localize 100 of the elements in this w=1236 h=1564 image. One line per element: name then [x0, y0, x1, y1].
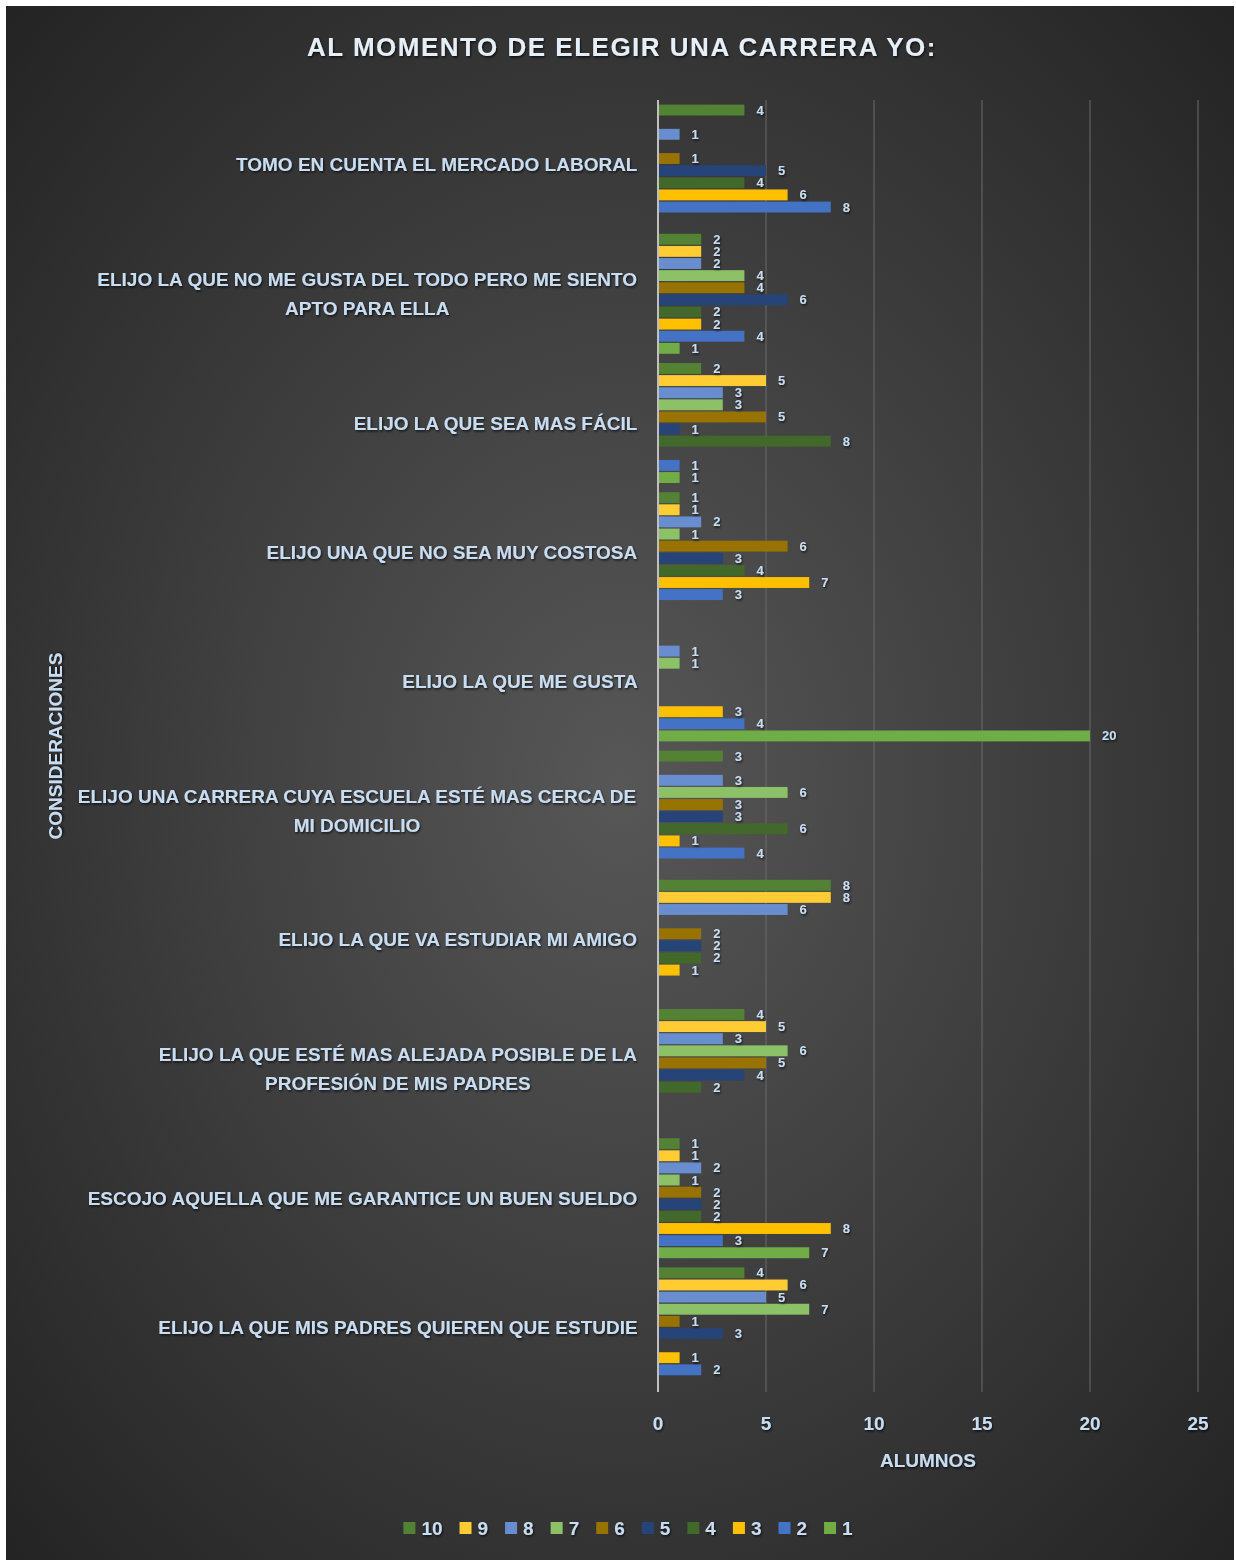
bar [658, 774, 723, 786]
bar [658, 165, 766, 177]
y-tick-label: ESCOJO AQUELLA QUE ME GARANTICE UN BUEN SUELDO [87, 1187, 638, 1209]
bar [658, 786, 788, 798]
data-label: 7 [821, 1245, 829, 1261]
x-tick-label: 5 [760, 1412, 772, 1434]
bar [658, 282, 745, 294]
legend-label: 1 [842, 1517, 854, 1539]
data-label: 4 [756, 175, 765, 191]
data-label: 1 [691, 1313, 699, 1329]
bar [658, 1009, 745, 1020]
y-tick-label: ELIJO LA QUE MIS PADRES QUIEREN QUE ESTUDIE [158, 1316, 638, 1338]
legend-label: 3 [750, 1517, 762, 1539]
data-label: 4 [756, 1006, 765, 1022]
x-tick-label: 25 [1187, 1412, 1209, 1434]
bar [658, 904, 788, 915]
data-label: 1 [691, 1172, 699, 1188]
bar [658, 201, 831, 213]
data-label: 3 [734, 1325, 743, 1341]
data-label: 5 [778, 1055, 786, 1071]
bar [658, 189, 788, 201]
data-label: 20 [1102, 728, 1117, 744]
bar [658, 964, 680, 976]
y-tick-label: ELIJO LA QUE SEA MAS FÁCIL [353, 412, 638, 434]
bar [658, 706, 723, 718]
legend-label: 4 [705, 1517, 717, 1539]
data-label: 6 [799, 1043, 807, 1059]
bar [658, 330, 745, 342]
bar [658, 1045, 788, 1057]
data-label: 6 [799, 821, 807, 837]
bar [658, 823, 788, 835]
bar [658, 589, 723, 601]
bar [658, 1150, 680, 1162]
data-label: 4 [756, 716, 765, 732]
legend-label: 9 [477, 1517, 489, 1539]
data-label: 1 [691, 457, 699, 473]
x-tick-label: 20 [1079, 1412, 1101, 1434]
bar [658, 1057, 766, 1069]
legend-label: 10 [421, 1517, 443, 1539]
data-label: 8 [842, 433, 851, 449]
bar [658, 1315, 680, 1327]
data-label: 3 [734, 772, 743, 788]
data-label: 6 [799, 187, 807, 203]
bar [658, 552, 723, 564]
y-tick-label: ELIJO LA QUE ME GUSTA [402, 670, 638, 692]
bar [658, 375, 766, 387]
bar [658, 387, 723, 399]
data-label: 6 [799, 292, 807, 308]
data-label: 4 [756, 1265, 765, 1281]
bar [658, 258, 702, 269]
data-label: 3 [734, 587, 743, 603]
bar [658, 399, 723, 411]
y-tick-label: TOMO EN CUENTA EL MERCADO LABORAL [236, 154, 638, 176]
bar [658, 835, 680, 847]
data-label: 2 [713, 514, 721, 530]
bar [658, 472, 680, 483]
x-tick-label: 10 [863, 1412, 885, 1434]
data-label: 2 [713, 256, 721, 271]
bar [658, 1267, 745, 1279]
y-tick-label: ELIJO UNA QUE NO SEA MUY COSTOSA [266, 541, 638, 563]
data-label: 1 [691, 526, 699, 542]
bar [658, 233, 702, 245]
bar [658, 1021, 766, 1033]
data-label: 3 [734, 1031, 743, 1047]
bar [658, 1210, 702, 1222]
data-label: 1 [691, 962, 699, 978]
x-tick-label: 0 [652, 1412, 664, 1434]
bar [658, 1291, 766, 1303]
data-label: 3 [734, 704, 743, 720]
bar [658, 799, 723, 810]
bar [658, 1081, 702, 1093]
legend-label: 6 [614, 1517, 625, 1539]
bar [658, 128, 680, 140]
data-label: 6 [799, 784, 807, 800]
bar [658, 657, 680, 669]
data-label: 5 [778, 373, 786, 389]
data-label: 2 [713, 360, 721, 376]
bar [658, 294, 788, 306]
data-label: 6 [799, 538, 807, 554]
bar [658, 1069, 745, 1081]
bar [658, 891, 831, 903]
data-label: 5 [778, 1289, 786, 1305]
bar [658, 879, 831, 891]
data-label: 3 [734, 550, 743, 566]
data-label: 1 [691, 340, 699, 356]
data-label: 1 [691, 470, 699, 486]
data-label: 8 [842, 1221, 851, 1236]
bar [658, 516, 702, 528]
bar [658, 645, 680, 657]
data-label: 5 [778, 163, 786, 179]
bar [658, 564, 745, 576]
data-label: 4 [756, 328, 765, 344]
data-label: 2 [713, 1362, 721, 1378]
bar [658, 270, 745, 282]
bar [658, 1303, 810, 1315]
data-label: 5 [778, 1019, 786, 1035]
bar [658, 1138, 680, 1150]
bar [658, 504, 680, 516]
data-label: 1 [691, 151, 699, 167]
x-tick-label: 15 [971, 1412, 993, 1434]
